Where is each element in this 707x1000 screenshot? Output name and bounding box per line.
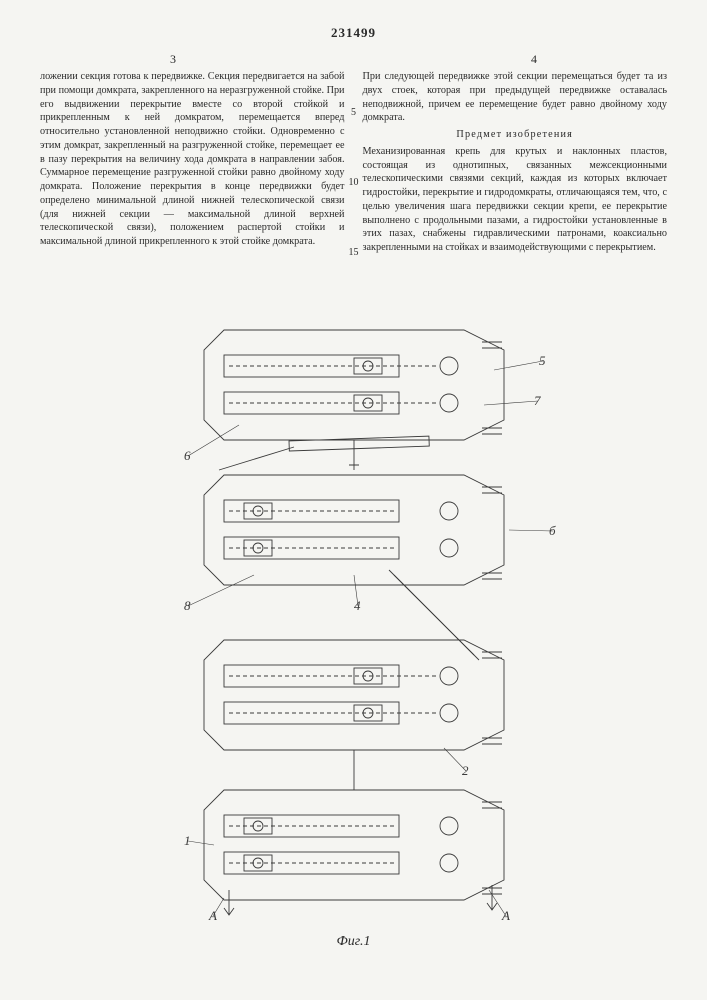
figure-label: Фиг.1 <box>336 934 370 950</box>
svg-text:2: 2 <box>462 763 469 778</box>
left-column: ложении секция готова к передвижке. Секц… <box>40 70 345 255</box>
patent-number: 231499 <box>331 25 376 41</box>
svg-text:A: A <box>501 908 510 923</box>
line-number-gutter: 5 10 15 <box>347 78 361 260</box>
svg-text:7: 7 <box>534 393 541 408</box>
col-num-left: 3 <box>170 52 176 67</box>
col-num-right: 4 <box>531 52 537 67</box>
svg-text:8: 8 <box>184 598 191 613</box>
right-col-p2: Механизированная крепь для крутых и накл… <box>363 145 668 255</box>
svg-text:6: 6 <box>184 448 191 463</box>
svg-text:1: 1 <box>184 833 191 848</box>
claims-heading: Предмет изобретения <box>363 128 668 142</box>
right-column: При следующей передвижке этой секции пер… <box>363 70 668 255</box>
svg-text:A: A <box>208 908 217 923</box>
right-col-p1: При следующей передвижке этой секции пер… <box>363 70 668 125</box>
left-col-text: ложении секция готова к передвижке. Секц… <box>40 70 345 249</box>
svg-text:б: б <box>549 523 556 538</box>
figure-area: 6 7 5 б 8 4 2 1 A A Фиг.1 <box>0 320 707 970</box>
svg-text:5: 5 <box>539 353 546 368</box>
svg-text:4: 4 <box>354 598 361 613</box>
figure-svg: 6 7 5 б 8 4 2 1 A A <box>144 320 564 940</box>
